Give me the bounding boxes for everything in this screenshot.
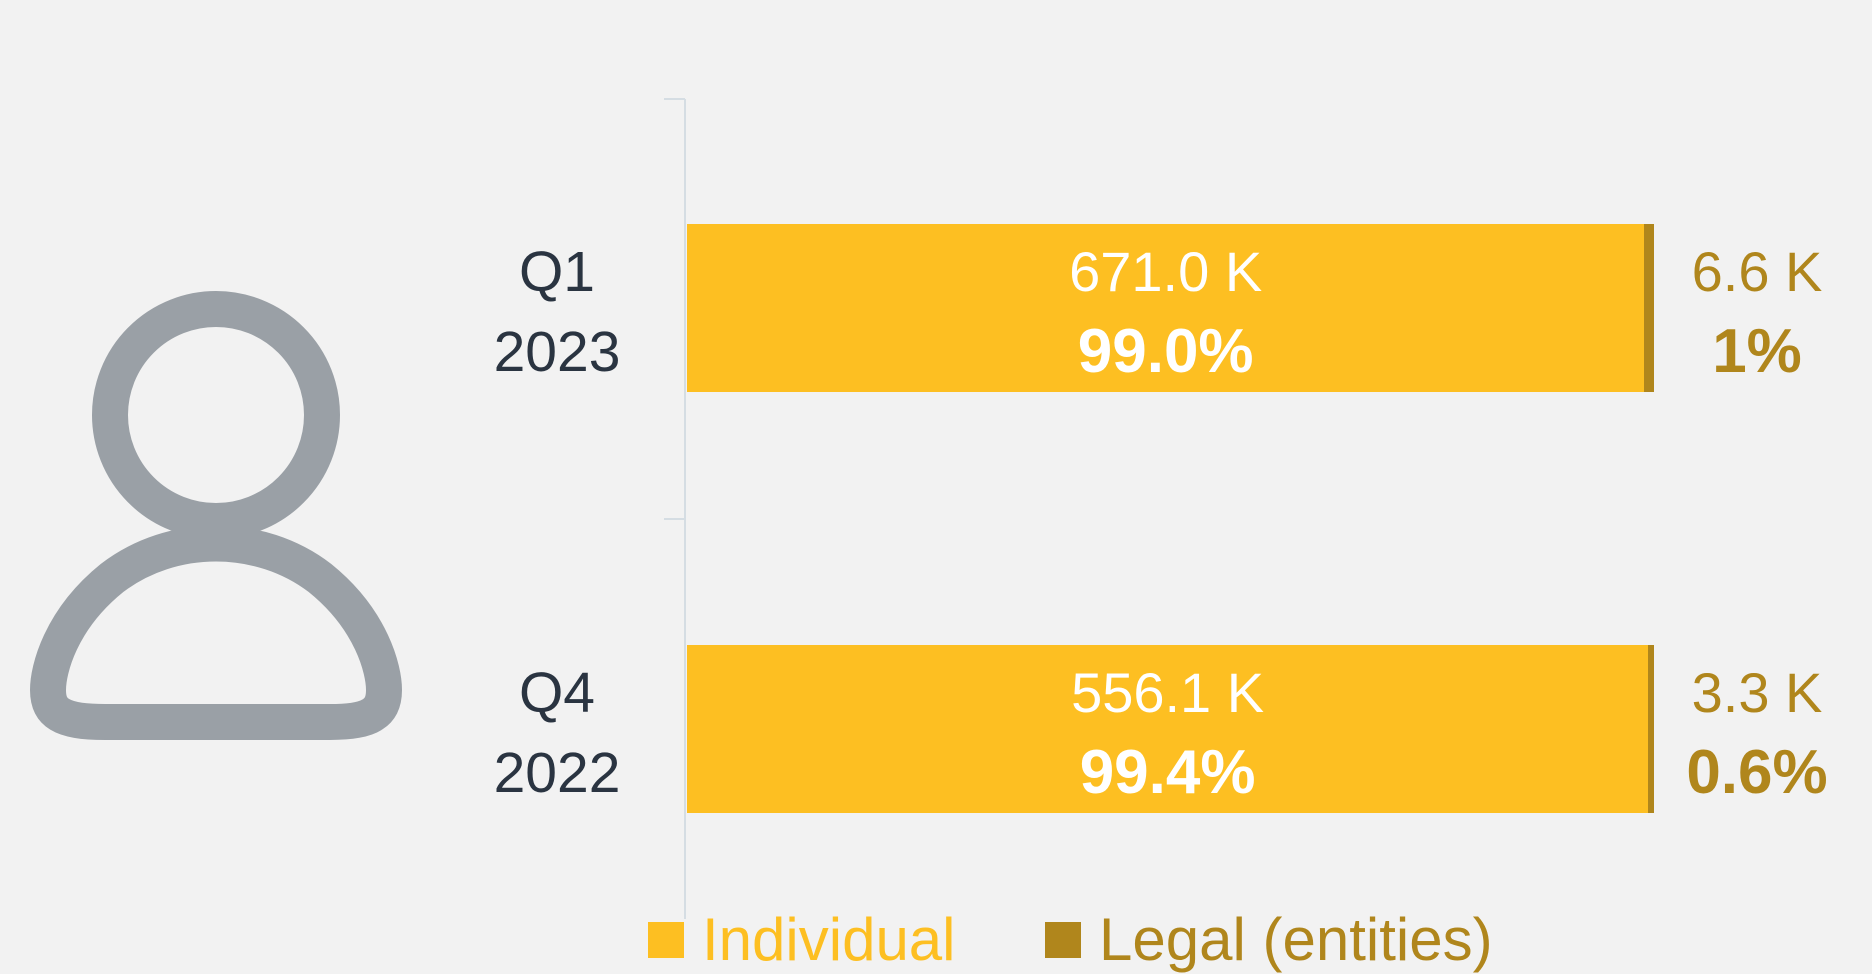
bar-segment xyxy=(1648,645,1654,813)
count-label: 6.6 K xyxy=(1691,240,1823,303)
count-label: 556.1 K xyxy=(1071,661,1265,724)
legend-swatch xyxy=(1045,922,1081,958)
bar-segment xyxy=(1644,224,1654,392)
value-label: 1% xyxy=(1712,317,1802,386)
count-label: 3.3 K xyxy=(1691,661,1823,724)
legend-label: Individual xyxy=(702,906,956,973)
count-label: 671.0 K xyxy=(1069,240,1263,303)
category-label: Q4 2022 xyxy=(493,661,621,805)
legend-label: Legal (entities) xyxy=(1099,906,1493,973)
category-label: Q1 2023 xyxy=(493,240,621,384)
legend-swatch xyxy=(648,922,684,958)
bar-segment xyxy=(687,645,1649,813)
person-icon xyxy=(29,291,403,740)
value-label: 0.6% xyxy=(1686,738,1828,807)
value-label: 99.4% xyxy=(1079,738,1256,807)
value-label: 99.0% xyxy=(1077,317,1254,386)
bar-segment xyxy=(687,224,1645,392)
